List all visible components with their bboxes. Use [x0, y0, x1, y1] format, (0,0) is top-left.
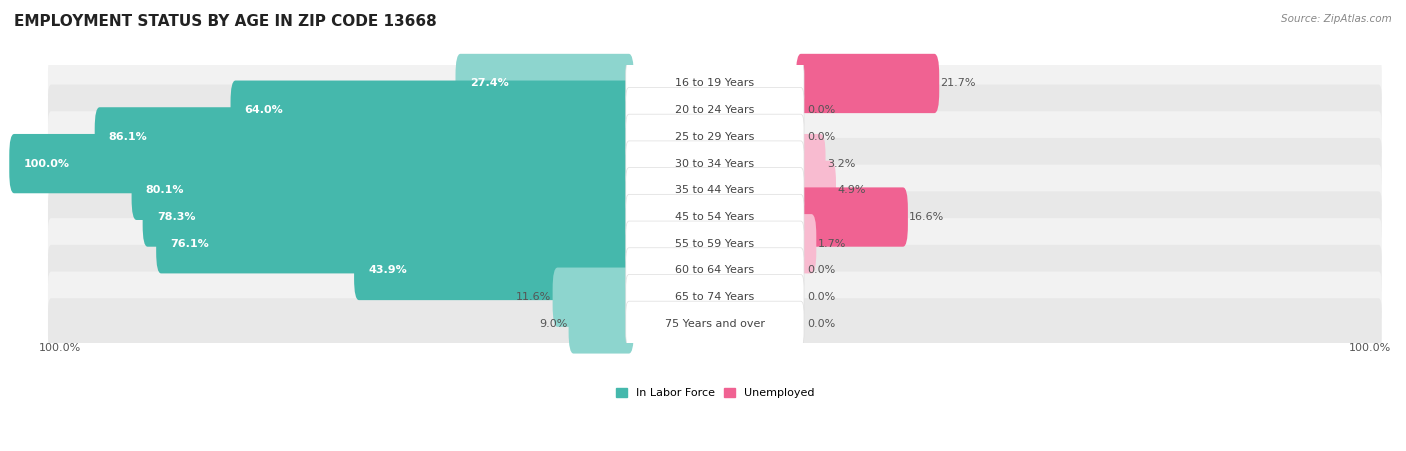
Text: 0.0%: 0.0%	[807, 319, 835, 329]
Text: 9.0%: 9.0%	[538, 319, 568, 329]
FancyBboxPatch shape	[796, 214, 817, 273]
FancyBboxPatch shape	[48, 298, 1382, 350]
FancyBboxPatch shape	[48, 245, 1382, 296]
Text: 45 to 54 Years: 45 to 54 Years	[675, 212, 755, 222]
Text: 0.0%: 0.0%	[807, 292, 835, 302]
Text: 78.3%: 78.3%	[157, 212, 195, 222]
FancyBboxPatch shape	[626, 87, 804, 133]
Text: 11.6%: 11.6%	[516, 292, 551, 302]
FancyBboxPatch shape	[626, 301, 804, 347]
Text: 100.0%: 100.0%	[39, 343, 82, 353]
FancyBboxPatch shape	[354, 241, 634, 300]
FancyBboxPatch shape	[568, 294, 634, 354]
FancyBboxPatch shape	[48, 272, 1382, 323]
Text: 30 to 34 Years: 30 to 34 Years	[675, 159, 755, 169]
Text: 86.1%: 86.1%	[108, 132, 148, 142]
FancyBboxPatch shape	[626, 275, 804, 320]
Text: 4.9%: 4.9%	[837, 185, 866, 195]
Text: 65 to 74 Years: 65 to 74 Years	[675, 292, 755, 302]
Text: 0.0%: 0.0%	[807, 105, 835, 115]
Text: 1.7%: 1.7%	[817, 239, 846, 249]
Text: 16 to 19 Years: 16 to 19 Years	[675, 78, 755, 88]
Text: 3.2%: 3.2%	[827, 159, 855, 169]
FancyBboxPatch shape	[626, 221, 804, 267]
Text: 27.4%: 27.4%	[470, 78, 509, 88]
FancyBboxPatch shape	[626, 141, 804, 186]
Text: 100.0%: 100.0%	[24, 159, 69, 169]
FancyBboxPatch shape	[626, 194, 804, 240]
FancyBboxPatch shape	[48, 165, 1382, 216]
FancyBboxPatch shape	[48, 111, 1382, 162]
Text: 76.1%: 76.1%	[170, 239, 209, 249]
Text: 0.0%: 0.0%	[807, 132, 835, 142]
FancyBboxPatch shape	[231, 81, 634, 140]
Text: 25 to 29 Years: 25 to 29 Years	[675, 132, 755, 142]
Text: 80.1%: 80.1%	[146, 185, 184, 195]
FancyBboxPatch shape	[142, 188, 634, 247]
FancyBboxPatch shape	[553, 267, 634, 327]
Text: 21.7%: 21.7%	[941, 78, 976, 88]
FancyBboxPatch shape	[626, 114, 804, 160]
FancyBboxPatch shape	[10, 134, 634, 193]
FancyBboxPatch shape	[796, 161, 837, 220]
Text: 100.0%: 100.0%	[1348, 343, 1391, 353]
Text: 60 to 64 Years: 60 to 64 Years	[675, 266, 755, 276]
FancyBboxPatch shape	[132, 161, 634, 220]
FancyBboxPatch shape	[48, 191, 1382, 243]
Text: 35 to 44 Years: 35 to 44 Years	[675, 185, 755, 195]
FancyBboxPatch shape	[626, 248, 804, 293]
Text: 0.0%: 0.0%	[807, 266, 835, 276]
FancyBboxPatch shape	[626, 168, 804, 213]
FancyBboxPatch shape	[48, 218, 1382, 269]
FancyBboxPatch shape	[48, 138, 1382, 189]
FancyBboxPatch shape	[796, 134, 825, 193]
Text: Source: ZipAtlas.com: Source: ZipAtlas.com	[1281, 14, 1392, 23]
Text: 75 Years and over: 75 Years and over	[665, 319, 765, 329]
FancyBboxPatch shape	[456, 54, 634, 113]
Text: 43.9%: 43.9%	[368, 266, 406, 276]
FancyBboxPatch shape	[156, 214, 634, 273]
Text: EMPLOYMENT STATUS BY AGE IN ZIP CODE 13668: EMPLOYMENT STATUS BY AGE IN ZIP CODE 136…	[14, 14, 437, 28]
FancyBboxPatch shape	[48, 84, 1382, 136]
FancyBboxPatch shape	[94, 107, 634, 166]
Text: 20 to 24 Years: 20 to 24 Years	[675, 105, 755, 115]
FancyBboxPatch shape	[796, 188, 908, 247]
Text: 16.6%: 16.6%	[910, 212, 945, 222]
Legend: In Labor Force, Unemployed: In Labor Force, Unemployed	[616, 388, 814, 398]
FancyBboxPatch shape	[626, 61, 804, 106]
Text: 55 to 59 Years: 55 to 59 Years	[675, 239, 755, 249]
FancyBboxPatch shape	[796, 54, 939, 113]
Text: 64.0%: 64.0%	[245, 105, 284, 115]
FancyBboxPatch shape	[48, 58, 1382, 109]
